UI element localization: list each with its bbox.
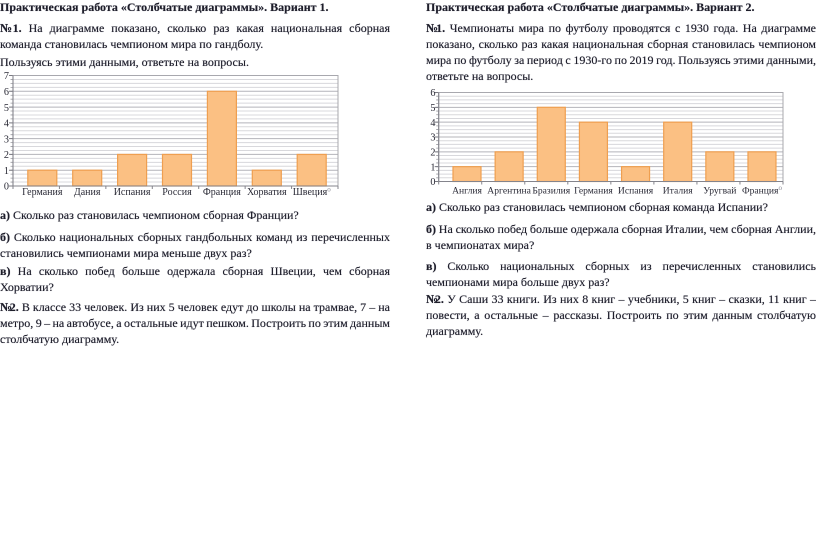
svg-text:6: 6 [4, 87, 9, 98]
svg-text:Франция: Франция [203, 187, 241, 198]
svg-text:Германия: Германия [574, 186, 613, 197]
svg-text:Россия: Россия [162, 187, 192, 198]
svg-text:Германия: Германия [22, 187, 63, 198]
svg-text:5: 5 [4, 103, 9, 114]
svg-text:6: 6 [430, 88, 435, 99]
svg-text:7: 7 [4, 71, 9, 82]
svg-text:2: 2 [430, 148, 435, 159]
svg-text:Аргентина: Аргентина [487, 186, 531, 197]
svg-text:4: 4 [430, 118, 435, 129]
svg-text:Швецияo: Швецияo [293, 186, 332, 199]
svg-text:Дания: Дания [74, 187, 101, 198]
svg-text:Англия: Англия [452, 186, 482, 197]
svg-text:Испания: Испания [114, 187, 151, 198]
svg-text:3: 3 [430, 133, 435, 144]
svg-text:3: 3 [4, 134, 9, 145]
svg-text:Уругвай: Уругвай [703, 186, 736, 197]
svg-text:Испания: Испания [618, 186, 654, 197]
svg-text:0: 0 [4, 182, 9, 193]
svg-text:Хорватия: Хорватия [247, 187, 287, 198]
svg-text:2: 2 [4, 150, 9, 161]
svg-text:4: 4 [4, 119, 9, 130]
svg-text:Италия: Италия [663, 186, 694, 197]
svg-text:0: 0 [430, 177, 435, 188]
svg-text:Францияo: Францияo [742, 184, 782, 197]
svg-text:1: 1 [4, 166, 9, 177]
svg-text:5: 5 [430, 103, 435, 114]
svg-text:Бразилия: Бразилия [532, 186, 570, 197]
svg-text:1: 1 [430, 162, 435, 173]
